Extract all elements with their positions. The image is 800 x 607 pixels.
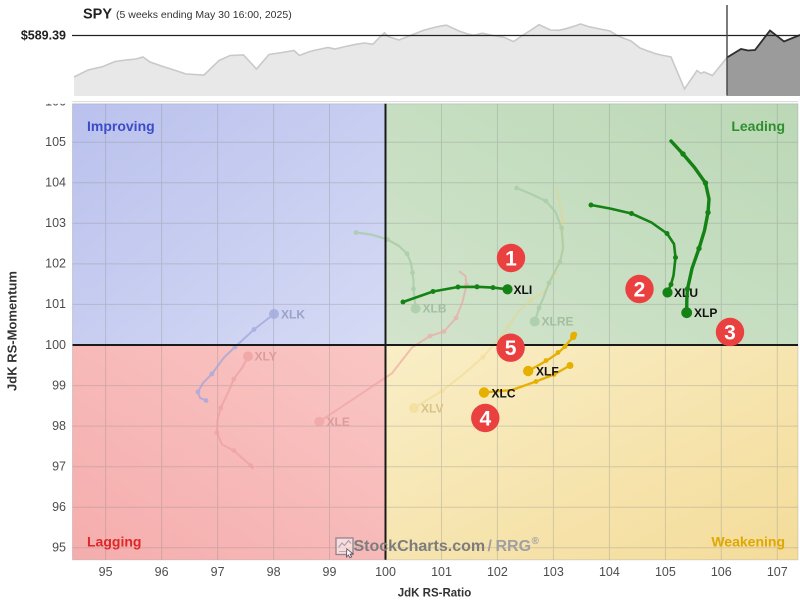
svg-text:2: 2: [634, 279, 646, 302]
svg-text:JdK RS-Momentum: JdK RS-Momentum: [5, 271, 20, 391]
svg-text:Weakening: Weakening: [711, 534, 785, 550]
svg-text:97: 97: [52, 460, 66, 474]
svg-text:(5 weeks ending May 30 16:00,: (5 weeks ending May 30 16:00, 2025): [116, 9, 292, 21]
svg-text:99: 99: [323, 565, 337, 579]
svg-text:100: 100: [375, 565, 396, 579]
svg-text:103: 103: [543, 565, 564, 579]
svg-text:XLK: XLK: [281, 307, 305, 321]
svg-text:Lagging: Lagging: [87, 534, 141, 550]
svg-text:105: 105: [655, 565, 676, 579]
svg-text:100: 100: [45, 338, 66, 352]
svg-text:RRG: RRG: [496, 538, 532, 555]
svg-text:4: 4: [479, 408, 491, 431]
svg-text:105: 105: [45, 135, 66, 149]
svg-text:102: 102: [487, 565, 508, 579]
svg-text:XLC: XLC: [492, 387, 516, 401]
svg-text:106: 106: [45, 94, 66, 108]
svg-text:98: 98: [267, 565, 281, 579]
svg-text:107: 107: [767, 565, 788, 579]
svg-text:XLB: XLB: [423, 302, 447, 316]
svg-text:97: 97: [211, 565, 225, 579]
svg-text:StockCharts.com: StockCharts.com: [354, 538, 486, 555]
svg-text:103: 103: [45, 216, 66, 230]
svg-text:Leading: Leading: [731, 118, 785, 134]
svg-text:101: 101: [45, 297, 66, 311]
svg-text:XLF: XLF: [536, 365, 559, 379]
svg-text:96: 96: [52, 500, 66, 514]
svg-text:101: 101: [431, 565, 452, 579]
svg-text:XLI: XLI: [514, 283, 533, 297]
svg-text:/: /: [488, 538, 493, 555]
svg-text:95: 95: [52, 541, 66, 555]
svg-text:99: 99: [52, 378, 66, 392]
svg-text:102: 102: [45, 257, 66, 271]
svg-text:5: 5: [505, 337, 517, 360]
svg-text:104: 104: [45, 176, 66, 190]
svg-text:95: 95: [99, 565, 113, 579]
svg-text:XLP: XLP: [694, 306, 717, 320]
svg-text:XLY: XLY: [255, 350, 277, 364]
svg-text:106: 106: [711, 565, 732, 579]
svg-text:96: 96: [155, 565, 169, 579]
svg-text:Improving: Improving: [87, 118, 155, 134]
svg-text:SPY: SPY: [83, 7, 112, 23]
svg-text:3: 3: [724, 322, 736, 345]
svg-text:98: 98: [52, 419, 66, 433]
svg-text:1: 1: [505, 248, 517, 271]
svg-text:XLE: XLE: [327, 415, 350, 429]
svg-text:JdK RS-Ratio: JdK RS-Ratio: [398, 588, 471, 600]
svg-text:XLRE: XLRE: [542, 315, 574, 329]
svg-text:®: ®: [532, 536, 540, 547]
svg-text:$589.39: $589.39: [21, 29, 66, 43]
svg-text:XLV: XLV: [421, 401, 443, 415]
svg-text:104: 104: [599, 565, 620, 579]
